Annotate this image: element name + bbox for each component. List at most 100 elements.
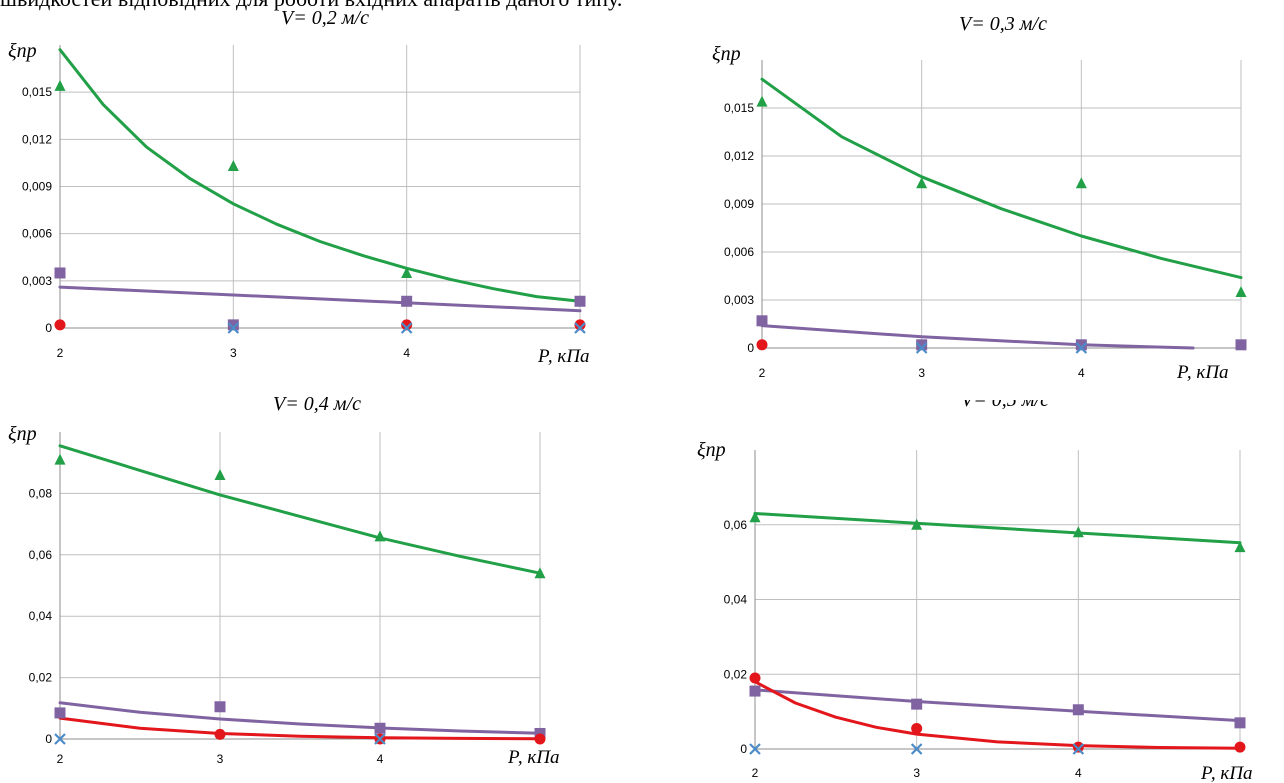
data-point-square — [756, 315, 768, 327]
data-point-cross — [54, 733, 66, 745]
data-point-triangle — [756, 95, 768, 107]
data-point-triangle — [214, 468, 226, 480]
x-axis-label: Р, кПа — [537, 346, 590, 365]
trend-line — [58, 285, 582, 313]
data-point-cross — [749, 743, 761, 755]
data-point-cross — [910, 743, 923, 755]
page-text-fragment: швидкостей відповідних для роботи вхідни… — [0, 0, 1284, 12]
chart-v05: 0 0,02 0,04 0,06 2 3 4 V= 0,5 м/с ξпр Р, кПа — [697, 400, 1253, 783]
x-tick-label: 2 — [57, 752, 64, 766]
chart-title: V= 0,4 м/с — [273, 393, 361, 415]
y-tick-label: 0 — [747, 341, 754, 355]
data-point-square — [534, 727, 546, 739]
data-point-triangle — [1234, 541, 1246, 553]
chart-v04: 0 0,02 0,04 0,06 0,08 2 3 4 V= 0,4 м/с ξпр Р, кПа — [8, 393, 560, 768]
y-tick-label: 0,006 — [22, 227, 52, 241]
trend-line — [58, 48, 582, 303]
data-point-square — [227, 319, 239, 331]
data-point-square — [1234, 717, 1246, 729]
data-point-triangle — [54, 79, 66, 91]
data-point-cross — [1072, 743, 1085, 755]
y-tick-label: 0,02 — [29, 671, 53, 685]
trend-line — [753, 688, 1242, 723]
y-tick-label: 0 — [45, 732, 52, 746]
y-tick-label: 0,02 — [724, 667, 748, 681]
y-tick-label: 0 — [740, 742, 747, 756]
y-tick-label: 0,04 — [29, 609, 53, 623]
y-tick-label: 0,006 — [724, 245, 754, 259]
x-tick-label: 3 — [217, 752, 224, 766]
data-point-circle — [54, 319, 66, 331]
data-point-circle — [214, 728, 226, 740]
y-tick-label: 0,012 — [724, 149, 754, 163]
y-axis-label: ξпр — [8, 423, 37, 445]
chart-title: V= 0,5 м/с — [961, 400, 1049, 411]
data-point-triangle — [54, 453, 66, 465]
chart-title: V= 0,3 м/с — [959, 13, 1047, 35]
x-tick-label: 2 — [759, 366, 766, 380]
data-point-circle — [756, 339, 768, 351]
x-tick-label: 2 — [752, 766, 759, 780]
x-axis-label: Р, кПа — [507, 747, 560, 768]
data-point-square — [401, 295, 413, 307]
trend-line — [753, 680, 1242, 750]
x-tick-label: 3 — [918, 366, 925, 380]
trend-line — [760, 324, 1195, 350]
y-axis-label: ξпр — [712, 43, 741, 65]
data-point-cross — [400, 322, 413, 334]
x-tick-label: 4 — [403, 346, 410, 360]
y-tick-label: 0,012 — [22, 132, 52, 146]
data-point-cross — [574, 322, 586, 334]
chart-title: V= 0,2 м/с — [281, 7, 369, 29]
data-point-square — [1075, 339, 1087, 351]
data-point-circle — [401, 319, 413, 331]
x-tick-label: 3 — [230, 346, 237, 360]
data-point-triangle — [749, 511, 761, 523]
data-point-square — [1235, 339, 1247, 351]
data-point-cross — [374, 733, 386, 745]
data-point-triangle — [401, 266, 413, 278]
x-tick-label: 4 — [377, 752, 384, 766]
x-tick-label: 4 — [1078, 366, 1085, 380]
y-tick-label: 0,003 — [724, 293, 754, 307]
data-point-cross — [915, 342, 928, 354]
trend-line — [753, 512, 1242, 545]
data-point-triangle — [911, 518, 923, 530]
y-tick-label: 0,003 — [22, 274, 52, 288]
trend-line — [760, 77, 1243, 280]
data-point-circle — [1234, 741, 1246, 753]
data-point-circle — [749, 672, 761, 684]
data-point-square — [749, 685, 761, 697]
chart-v02: 0 0,003 0,006 0,009 0,012 0,015 2 3 4 V= 0,2 м/с ξ… — [8, 7, 590, 365]
y-axis-label: ξпр — [697, 439, 726, 461]
y-tick-label: 0,009 — [724, 197, 754, 211]
data-point-square — [54, 707, 66, 719]
trend-line — [58, 716, 542, 741]
data-point-square — [911, 698, 923, 710]
data-point-triangle — [534, 567, 546, 579]
x-axis-label: Р, кПа — [1200, 763, 1253, 783]
data-point-square — [374, 722, 386, 734]
y-tick-label: 0,015 — [22, 85, 52, 99]
y-axis-label: ξпр — [8, 40, 37, 62]
x-tick-label: 2 — [57, 346, 64, 360]
trend-line — [58, 701, 542, 735]
x-tick-label: 4 — [1075, 766, 1082, 780]
data-point-square — [214, 701, 226, 713]
data-point-circle — [574, 319, 586, 331]
data-point-square — [574, 295, 586, 307]
data-point-triangle — [1075, 177, 1087, 189]
data-point-triangle — [1072, 526, 1084, 538]
y-tick-label: 0,04 — [724, 593, 748, 607]
x-axis-label: Р, кПа — [1176, 362, 1229, 383]
data-point-triangle — [1235, 286, 1247, 297]
data-point-circle — [534, 733, 546, 745]
data-point-square — [1072, 704, 1084, 716]
data-point-square — [916, 339, 928, 351]
y-tick-label: 0,08 — [29, 486, 53, 500]
x-tick-label: 3 — [913, 766, 920, 780]
data-point-triangle — [916, 177, 928, 189]
trend-line — [58, 444, 542, 575]
y-tick-label: 0,06 — [724, 518, 748, 532]
data-point-circle — [911, 722, 923, 734]
